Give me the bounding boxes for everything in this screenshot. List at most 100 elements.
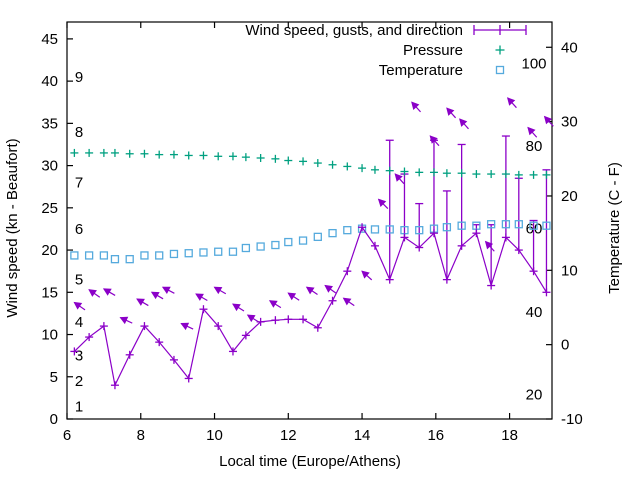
x-tick-label: 12 — [280, 427, 297, 444]
beaufort-label: 8 — [75, 124, 83, 141]
wind-direction-arrow — [484, 240, 495, 252]
temperature-point — [501, 220, 511, 229]
arrow-head — [73, 301, 83, 310]
y-tick-label: 15 — [41, 284, 58, 301]
beaufort-label: 6 — [75, 221, 83, 238]
y-tick-label: 45 — [41, 31, 58, 48]
y-tick-label: 25 — [41, 200, 58, 217]
arrow-head — [150, 291, 160, 300]
temperature-point — [155, 251, 164, 260]
wind-direction-arrow — [429, 135, 440, 147]
y2-tick-label: 40 — [561, 39, 578, 56]
temperature-point — [199, 248, 208, 257]
arrow-head — [446, 107, 455, 116]
temperature-point — [241, 243, 251, 253]
temperature-point — [542, 221, 551, 230]
wind-direction-arrow — [324, 284, 337, 294]
temperature-point — [514, 220, 523, 229]
temperature-point — [385, 225, 394, 234]
wind-direction-arrow — [543, 115, 554, 127]
temperature-point — [343, 226, 352, 235]
temperature-point — [486, 220, 496, 229]
arrow-head — [119, 316, 129, 325]
fahrenheit-label: 100 — [521, 56, 546, 73]
y2-tick-label: 30 — [561, 114, 578, 131]
y2-tick-label: -10 — [561, 411, 583, 428]
wind-direction-arrow — [150, 291, 164, 300]
chart-legend: Wind speed, gusts, and direction Pressure… — [245, 22, 527, 79]
y2-tick-label: 20 — [561, 188, 578, 205]
arrow-head — [342, 297, 352, 306]
y2-tick-label: 0 — [561, 337, 569, 354]
wind-direction-arrow — [246, 314, 260, 323]
arrow-head — [88, 289, 97, 297]
beaufort-label: 1 — [75, 398, 83, 415]
wind-direction-arrow — [102, 288, 116, 296]
arrow-head — [394, 173, 403, 182]
arrow-head — [527, 126, 536, 136]
plot-frame — [66, 21, 553, 420]
arrow-head — [377, 198, 387, 207]
wind-direction-arrows — [73, 97, 554, 331]
wind-direction-arrow — [305, 286, 318, 295]
arrow-head — [324, 284, 333, 293]
temperature-point — [84, 251, 94, 260]
temperature-point — [313, 232, 322, 242]
x-tick-label: 10 — [206, 427, 223, 444]
temperature-point — [370, 225, 380, 234]
arrow-head — [459, 118, 468, 127]
wind-direction-arrow — [268, 300, 282, 309]
arrow-head — [180, 322, 190, 331]
fahrenheit-label: 40 — [526, 304, 543, 321]
fahrenheit-label: 80 — [526, 138, 543, 155]
beaufort-label: 2 — [75, 373, 83, 390]
wind-direction-arrow — [411, 101, 421, 113]
y-tick-label: 35 — [41, 115, 58, 132]
arrow-head — [484, 240, 494, 250]
arrow-head — [429, 135, 438, 144]
legend-label: Wind speed, gusts, and direction — [245, 22, 463, 39]
x-tick-label: 8 — [137, 427, 145, 444]
wind-direction-arrow — [213, 286, 227, 295]
wind-direction-arrow — [361, 270, 373, 281]
y2-tick-label: 10 — [561, 262, 578, 279]
wind-direction-arrow — [527, 126, 538, 138]
wind-direction-arrow — [446, 107, 457, 119]
temperature-point — [529, 221, 538, 230]
x-tick-label: 6 — [63, 427, 71, 444]
temperature-point — [70, 251, 79, 260]
temperature-point — [125, 255, 134, 264]
temperature-point — [169, 249, 179, 259]
wind-direction-arrow — [119, 316, 133, 325]
beaufort-label: 9 — [75, 69, 83, 86]
temperature-point — [214, 247, 223, 256]
wind-direction-arrow — [232, 303, 245, 312]
arrow-head — [213, 286, 223, 295]
fahrenheit-label: 20 — [526, 386, 543, 403]
y-tick-label: 0 — [50, 411, 58, 428]
temperature-point — [284, 237, 293, 247]
y-tick-label: 10 — [41, 327, 58, 344]
x-tick-label: 16 — [427, 427, 444, 444]
temperature-point — [184, 249, 193, 258]
arrow-head — [161, 286, 171, 294]
wind-direction-arrow — [342, 297, 355, 307]
temperature-point — [140, 251, 149, 260]
x-axis-ticks: 6 8 10 12 14 16 18 — [63, 22, 518, 444]
arrow-head — [195, 293, 204, 301]
temperature-series — [70, 220, 551, 264]
arrow-head — [411, 101, 420, 110]
arrow-head — [246, 314, 256, 323]
y-tick-label: 20 — [41, 242, 58, 259]
temperature-point — [457, 221, 466, 230]
arrow-head — [287, 292, 297, 301]
x-tick-label: 14 — [354, 427, 371, 444]
arrow-head — [136, 298, 145, 306]
arrow-head — [232, 303, 241, 312]
wind-direction-arrow — [73, 301, 86, 311]
temperature-point — [228, 247, 238, 256]
y-axis-title: Wind speed (kn - Beaufort) — [4, 138, 21, 317]
temperature-point — [256, 242, 265, 251]
beaufort-label: 5 — [75, 272, 83, 289]
